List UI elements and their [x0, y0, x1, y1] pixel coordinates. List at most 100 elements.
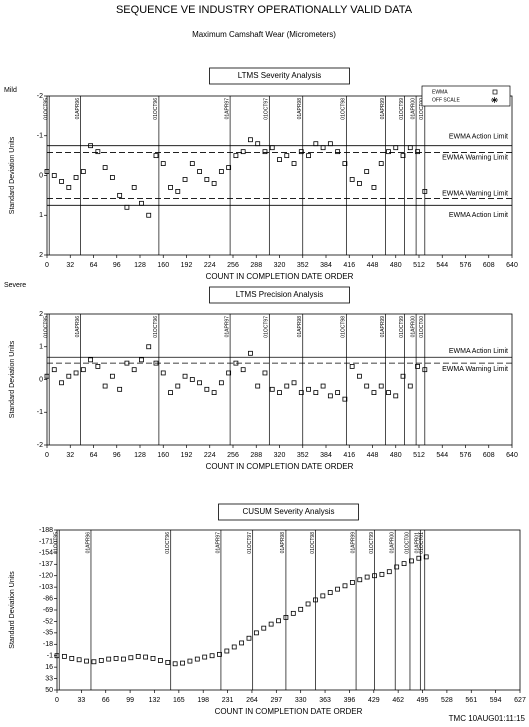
x-tick-label: 66 [102, 697, 110, 704]
point [415, 363, 420, 369]
point [416, 555, 422, 561]
point [357, 577, 363, 583]
point [262, 370, 268, 376]
point [73, 370, 79, 376]
x-tick-label: 264 [246, 697, 258, 704]
x-tick-label: 512 [413, 262, 425, 269]
point [262, 149, 268, 155]
x-axis-label: COUNT IN COMPLETION DATE ORDER [206, 462, 354, 471]
point [51, 173, 57, 178]
y-tick-label: -137 [39, 561, 53, 568]
x-tick-label: 231 [222, 697, 234, 704]
y-tick-label: -1 [37, 409, 43, 416]
x-tick-label: 640 [506, 452, 518, 459]
point [269, 386, 275, 392]
legend-label: EWMA [432, 89, 448, 95]
x-tick-label: 352 [297, 452, 309, 459]
x-tick-label: 33 [77, 697, 85, 704]
x-tick-label: 416 [343, 452, 355, 459]
x-tick-label: 32 [66, 452, 74, 459]
point [180, 660, 185, 666]
point [277, 157, 282, 163]
x-tick-label: 608 [483, 452, 495, 459]
y-axis-end-label: Mild [4, 87, 17, 94]
legend-label: OFF SCALE [432, 97, 460, 103]
point [276, 618, 281, 624]
point [407, 383, 413, 389]
point [320, 145, 326, 151]
y-tick-label: -1 [37, 133, 43, 140]
point [209, 653, 215, 659]
x-tick-label: 384 [320, 452, 332, 459]
limit-label: EWMA Action Limit [449, 348, 508, 355]
point [69, 656, 75, 661]
x-tick-label: 192 [181, 452, 193, 459]
point [204, 177, 210, 182]
point [187, 658, 193, 664]
x-tick-label: 448 [367, 262, 379, 269]
reference-label: 01OCT01 [419, 532, 425, 554]
y-tick-label: -1 [47, 653, 53, 660]
x-tick-label: 198 [197, 697, 209, 704]
point [202, 654, 208, 660]
x-tick-label: 416 [343, 262, 355, 269]
point [66, 185, 72, 190]
x-tick-label: 256 [227, 262, 239, 269]
point [143, 654, 149, 660]
reference-label: 01APR99 [350, 532, 356, 554]
legend-box [421, 85, 511, 107]
point [248, 350, 253, 356]
x-tick-label: 448 [367, 452, 379, 459]
point [248, 137, 253, 143]
chart-title: CUSUM Severity Analysis [242, 507, 334, 516]
x-axis-label: COUNT IN COMPLETION DATE ORDER [206, 272, 354, 281]
point [59, 380, 64, 386]
point [189, 161, 195, 166]
point [291, 380, 297, 386]
point [73, 175, 79, 180]
x-tick-label: 627 [514, 697, 526, 704]
x-tick-label: 128 [134, 452, 146, 459]
chart-title-box [209, 286, 350, 304]
y-tick-label: 33 [45, 675, 53, 682]
plot-frame [56, 529, 521, 691]
x-tick-label: 330 [295, 697, 307, 704]
reference-label: 01APR00 [410, 98, 416, 120]
page-title: SEQUENCE VE INDUSTRY OPERATIONALLY VALID… [116, 4, 413, 16]
point [422, 188, 428, 194]
point [298, 390, 304, 396]
point [182, 177, 188, 182]
point [211, 181, 217, 186]
point [131, 185, 137, 190]
point [327, 393, 333, 399]
x-tick-label: 544 [436, 262, 448, 269]
footer: TMC 10AUG01:11:15 [449, 714, 526, 723]
point [393, 393, 399, 399]
point [364, 574, 370, 580]
y-tick-label: -120 [39, 573, 53, 580]
limit-label: EWMA Action Limit [449, 212, 508, 219]
x-tick-label: 0 [55, 697, 59, 704]
point [44, 373, 50, 379]
point [109, 175, 115, 180]
point [197, 380, 202, 386]
point [386, 569, 392, 575]
x-tick-label: 0 [45, 262, 49, 269]
point [283, 614, 289, 620]
x-tick-label: 160 [157, 262, 169, 269]
point [371, 185, 377, 190]
point [102, 383, 108, 389]
point [400, 373, 406, 379]
x-tick-label: 640 [506, 262, 518, 269]
point [298, 149, 304, 155]
x-tick-label: 352 [297, 262, 309, 269]
point [253, 630, 259, 636]
y-tick-label: -188 [39, 527, 53, 534]
reference-label: 01OCT96 [165, 532, 171, 554]
chart-title-box [218, 503, 359, 521]
point [113, 656, 119, 661]
point [117, 192, 123, 198]
point [400, 153, 406, 159]
point [357, 181, 362, 186]
x-tick-label: 192 [181, 262, 193, 269]
